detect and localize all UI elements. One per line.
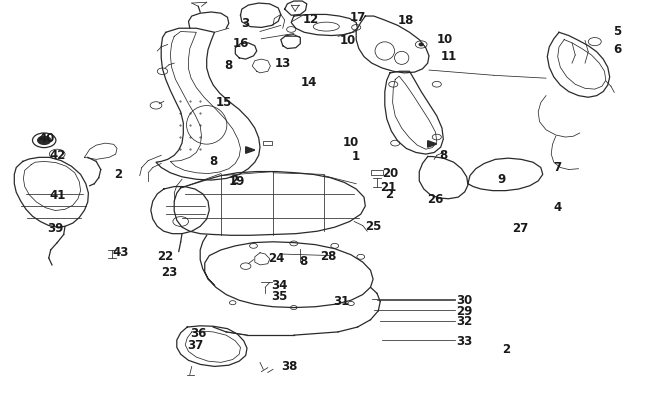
- Text: 2: 2: [114, 168, 122, 181]
- Text: 21: 21: [381, 181, 396, 194]
- Text: 17: 17: [350, 11, 366, 24]
- Text: 26: 26: [427, 193, 444, 206]
- Text: 22: 22: [157, 249, 174, 262]
- Text: 39: 39: [47, 221, 64, 234]
- Text: 15: 15: [215, 96, 232, 109]
- Text: 40: 40: [38, 132, 55, 145]
- Text: 23: 23: [161, 265, 177, 278]
- Text: 6: 6: [614, 43, 621, 56]
- Text: 19: 19: [229, 175, 246, 188]
- Text: 9: 9: [498, 173, 506, 185]
- Text: 28: 28: [320, 249, 337, 262]
- Text: 12: 12: [302, 13, 318, 26]
- Text: 10: 10: [343, 136, 359, 149]
- Text: 38: 38: [281, 359, 298, 372]
- Text: 36: 36: [190, 326, 207, 339]
- Text: 2: 2: [502, 343, 510, 356]
- Bar: [263, 142, 272, 146]
- Text: 24: 24: [268, 252, 285, 264]
- Text: 37: 37: [187, 339, 203, 352]
- Text: 4: 4: [554, 201, 562, 214]
- Text: 33: 33: [456, 334, 473, 347]
- Text: 43: 43: [112, 245, 129, 258]
- Circle shape: [38, 137, 51, 145]
- Text: 42: 42: [49, 148, 66, 161]
- Text: 18: 18: [398, 14, 415, 27]
- Text: 8: 8: [299, 255, 307, 268]
- Text: 2: 2: [385, 187, 393, 200]
- Polygon shape: [246, 147, 255, 154]
- Text: 13: 13: [274, 57, 291, 70]
- Text: 8: 8: [225, 59, 233, 72]
- Text: 41: 41: [49, 189, 66, 202]
- Bar: [371, 171, 383, 176]
- Text: 30: 30: [456, 293, 473, 306]
- Text: 1: 1: [352, 149, 360, 162]
- Text: 8: 8: [209, 155, 217, 168]
- Polygon shape: [428, 141, 437, 148]
- Text: 8: 8: [439, 148, 447, 161]
- Text: 29: 29: [456, 304, 473, 317]
- Text: 11: 11: [440, 50, 456, 63]
- Text: 16: 16: [232, 37, 249, 50]
- Text: 10: 10: [339, 34, 356, 47]
- Text: 5: 5: [614, 25, 621, 38]
- Text: 34: 34: [271, 278, 288, 291]
- Text: 20: 20: [382, 166, 398, 179]
- Text: 2: 2: [230, 174, 238, 187]
- Text: 32: 32: [456, 314, 473, 327]
- Text: 25: 25: [365, 219, 382, 232]
- Text: 14: 14: [300, 75, 317, 88]
- Text: 27: 27: [512, 221, 528, 234]
- Circle shape: [419, 44, 423, 47]
- Text: 10: 10: [437, 33, 454, 46]
- Text: 35: 35: [271, 289, 288, 302]
- Text: 3: 3: [242, 17, 250, 30]
- Text: 31: 31: [333, 294, 350, 307]
- Text: 7: 7: [554, 160, 562, 173]
